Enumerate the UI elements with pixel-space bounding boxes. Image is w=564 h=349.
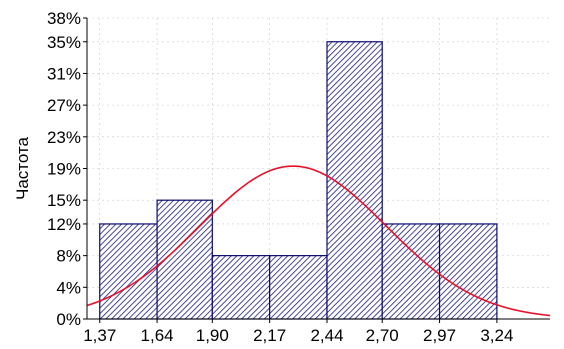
- y-tick-label: 0%: [56, 310, 81, 329]
- normal-fit-curve: [86, 165, 551, 317]
- histogram-bars: [99, 41, 498, 320]
- histogram-bar: [99, 223, 158, 320]
- histogram-bar: [269, 255, 328, 320]
- histogram-bar: [326, 41, 383, 320]
- histogram-bar: [211, 255, 271, 320]
- x-tick-label: 1,64: [141, 326, 174, 345]
- y-tick-label: 12%: [47, 215, 81, 234]
- x-tick-label: 2,44: [310, 326, 343, 345]
- x-tick-label: 1,90: [196, 326, 229, 345]
- y-tick-label: 38%: [47, 9, 81, 28]
- y-tick-label: 31%: [47, 64, 81, 83]
- y-tick-label: 19%: [47, 160, 81, 179]
- y-tick-label: 15%: [47, 191, 81, 210]
- x-tick-labels: 1,37 1,64 1,90 2,17 2,44 2,70 2,97 3,24: [83, 319, 513, 345]
- histogram-bar: [381, 223, 441, 320]
- normal-curve-layer: [86, 165, 551, 317]
- y-tick-label: 35%: [47, 33, 81, 52]
- histogram-bar: [438, 223, 498, 320]
- x-tick-label: 2,17: [253, 326, 286, 345]
- y-tick-label: 8%: [56, 247, 81, 266]
- y-tick-label: 4%: [56, 278, 81, 297]
- y-tick-label: 23%: [47, 128, 81, 147]
- y-axis-label: Частота: [13, 136, 32, 200]
- x-tick-label: 2,97: [423, 326, 456, 345]
- y-tick-labels: 0% 4% 8% 12% 15% 19% 23% 27% 31% 35% 38%: [47, 9, 87, 329]
- y-tick-label: 27%: [47, 96, 81, 115]
- x-tick-label: 1,37: [83, 326, 116, 345]
- x-tick-label: 3,24: [480, 326, 513, 345]
- x-tick-label: 2,70: [366, 326, 399, 345]
